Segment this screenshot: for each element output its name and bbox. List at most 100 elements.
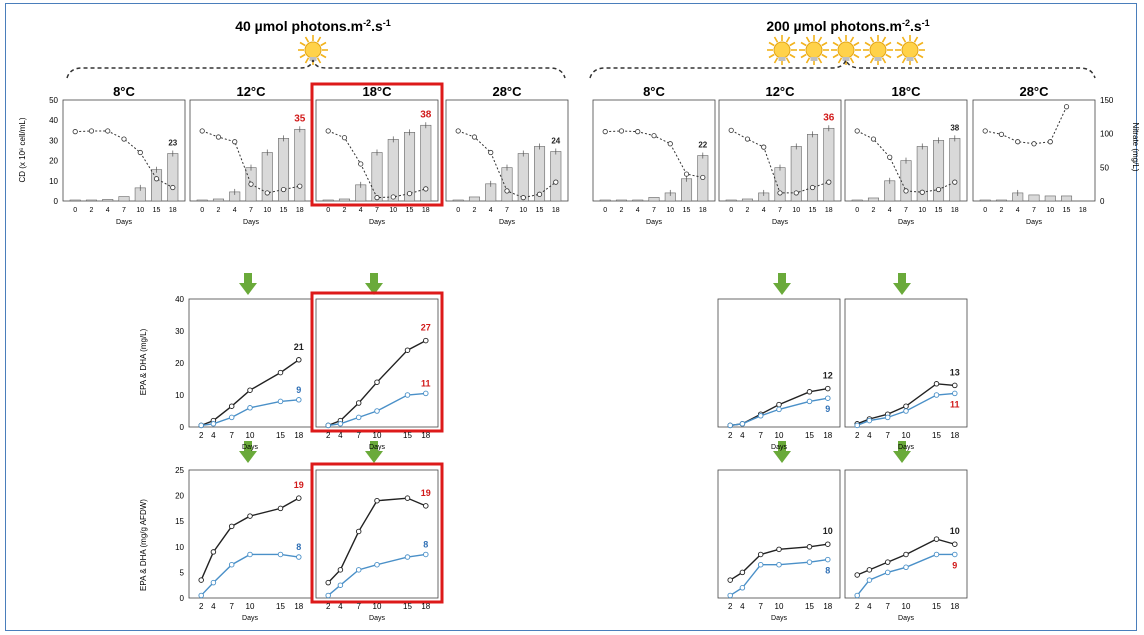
day-tick-label: 4	[489, 207, 493, 214]
total-value-label: 19	[421, 488, 431, 498]
epa-point	[727, 592, 733, 599]
days-axis-label: Days	[898, 219, 914, 226]
ray	[800, 53, 807, 59]
cd-bar	[212, 198, 224, 202]
y-tick-label: 20	[175, 359, 184, 368]
day-tick-label: 15	[932, 602, 941, 611]
day-tick-label: 2	[199, 602, 204, 611]
ray	[881, 36, 887, 43]
day-tick-label: 18	[950, 431, 959, 440]
day-tick-label: 4	[867, 431, 872, 440]
total-epa-dha-point	[952, 382, 958, 389]
total-epa-dha-point	[423, 337, 429, 344]
epa-dha-afdw-axis-label: EPA & DHA (mg/g AFDW)	[139, 499, 148, 591]
epa-point	[952, 551, 958, 558]
bulb-base	[842, 57, 850, 61]
y-tick-label: 40	[175, 295, 184, 304]
day-tick-label: 4	[740, 431, 745, 440]
day-tick-label: 15	[403, 431, 412, 440]
day-tick-label: 7	[375, 207, 379, 214]
plot-area	[717, 298, 841, 428]
light-bulb-icons-left	[298, 35, 328, 65]
temperature-title: 28°C	[1019, 84, 1049, 99]
day-tick-label: 10	[136, 207, 144, 214]
ray	[832, 41, 839, 47]
epa-value-label: 11	[950, 399, 960, 409]
epa-point	[337, 421, 344, 427]
bulb-glass	[773, 41, 791, 59]
down-arrow-icon	[365, 441, 383, 463]
cd-bar-chart: 28°C 0 2 4 7 10 15 18 Days 0 50 100 150	[972, 84, 1114, 226]
nitrate-point	[744, 136, 751, 142]
cd-value-label: 36	[823, 112, 835, 123]
cd-bar	[995, 199, 1007, 202]
epa-point	[866, 417, 873, 424]
epa-point	[296, 554, 302, 560]
ray	[896, 53, 903, 59]
cd-bar-chart: 18°C 0 2 4 7 10 15 18 38 Days	[310, 82, 444, 226]
total-value-label: 10	[823, 526, 833, 536]
epa-point	[325, 422, 331, 429]
total-epa-dha-point	[355, 528, 362, 535]
epa-point	[806, 559, 813, 565]
ray	[901, 36, 907, 43]
total-epa-dha-point	[776, 546, 782, 553]
nitrate-point	[761, 144, 767, 150]
total-epa-dha-point	[404, 495, 411, 501]
temperature-title: 12°C	[765, 84, 795, 99]
nitrate-point	[297, 183, 303, 189]
cd-tick-label: 0	[54, 197, 59, 206]
day-tick-label: 10	[666, 207, 674, 214]
down-arrow-icon	[893, 441, 911, 463]
temperature-title: 8°C	[113, 84, 135, 99]
cd-bar	[807, 134, 819, 202]
bulb-glass	[837, 41, 855, 59]
cd-bar-chart: 12°C 0 2 4 7 10 15 18 35 Days	[189, 84, 313, 226]
total-epa-dha-point	[247, 387, 253, 393]
epa-dha-line-chart: 2 4 7 10 15 18 Days 19 8	[310, 462, 444, 622]
nitrate-tick-label: 50	[1100, 163, 1109, 172]
day-tick-label: 7	[505, 207, 509, 214]
cd-bar-chart: 8°C 0 2 4 7 10 15 18 22 Days	[592, 84, 716, 226]
ray	[817, 36, 823, 43]
nitrate-point	[341, 135, 348, 141]
cd-bar	[1044, 195, 1056, 202]
epa-point	[825, 556, 831, 563]
nitrate-point	[170, 184, 176, 191]
nitrate-point	[887, 154, 893, 160]
cd-tick-label: 10	[49, 177, 58, 186]
ray	[913, 36, 919, 43]
day-tick-label: 2	[620, 207, 624, 214]
total-epa-dha-point	[776, 401, 782, 408]
plot-area	[315, 298, 439, 428]
plot-area	[188, 469, 312, 599]
day-tick-label: 2	[855, 602, 860, 611]
total-epa-dha-point	[757, 551, 764, 558]
ray	[917, 41, 924, 47]
day-tick-label: 15	[403, 602, 412, 611]
day-tick-label: 15	[276, 431, 285, 440]
day-tick-label: 10	[775, 602, 784, 611]
cd-bar	[322, 199, 334, 202]
nitrate-point	[935, 186, 942, 193]
day-tick-label: 15	[1063, 207, 1071, 214]
nitrate-point	[88, 128, 95, 134]
cd-bar	[85, 199, 97, 202]
y-tick-label: 10	[175, 391, 184, 400]
nitrate-point	[793, 190, 799, 196]
day-tick-label: 2	[199, 431, 204, 440]
total-epa-dha-point	[933, 381, 940, 387]
highlight-box	[310, 82, 444, 207]
nitrate-point	[121, 136, 127, 142]
cd-bar	[387, 139, 399, 202]
y-tick-label: 0	[180, 423, 185, 432]
day-tick-label: 2	[343, 207, 347, 214]
total-epa-dha-point	[228, 523, 235, 530]
day-tick-label: 4	[1016, 207, 1020, 214]
total-epa-dha-point	[933, 536, 940, 542]
ray	[853, 53, 860, 59]
cd-bar	[338, 198, 350, 202]
total-epa-dha-point	[210, 549, 217, 555]
temperature-title: 28°C	[492, 84, 522, 99]
plot-area	[844, 469, 968, 599]
